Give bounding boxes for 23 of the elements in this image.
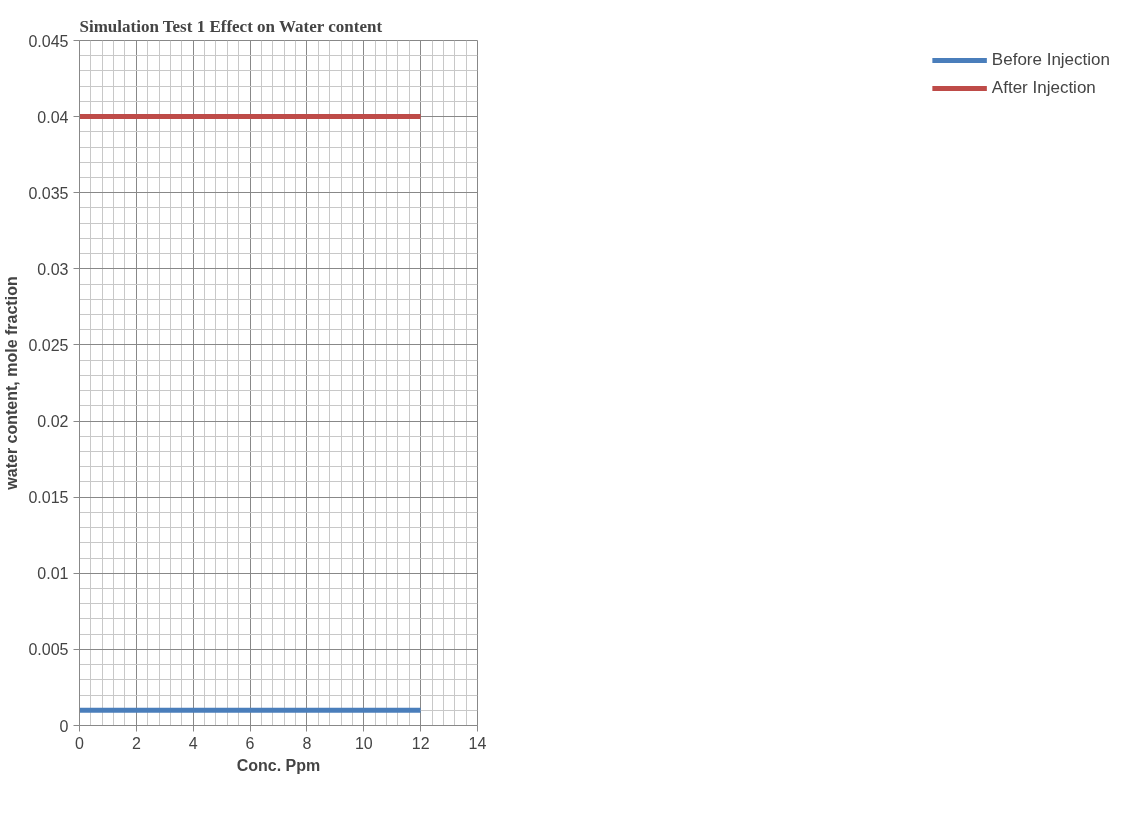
x-tick-label: 2 [131, 734, 141, 752]
x-tick-label: 4 [188, 734, 198, 752]
y-axis-title: water content, mole fraction [3, 276, 21, 491]
y-tick-label: 0.015 [28, 489, 69, 507]
y-tick-label: 0.005 [28, 641, 69, 659]
y-tick-label: 0.025 [28, 336, 69, 354]
legend-label: Before Injection [991, 50, 1110, 70]
x-tick-label: 14 [468, 734, 487, 752]
y-tick-label: 0.035 [28, 184, 69, 202]
x-axis-title: Conc. Ppm [236, 756, 321, 774]
y-tick-label: 0.04 [37, 108, 69, 126]
chart-title: Simulation Test 1 Effect on Water content [79, 16, 383, 36]
legend-label: After Injection [991, 78, 1096, 98]
x-tick-label: 12 [411, 734, 430, 752]
y-tick-label: 0.01 [37, 565, 69, 583]
y-tick-label: 0.02 [37, 413, 69, 431]
y-tick-label: 0.03 [37, 260, 69, 278]
y-tick-label: 0 [59, 717, 69, 735]
x-tick-label: 0 [75, 734, 85, 752]
x-tick-label: 6 [245, 734, 255, 752]
x-tick-label: 10 [354, 734, 373, 752]
y-tick-label: 0.045 [28, 32, 69, 50]
x-tick-label: 8 [302, 734, 312, 752]
